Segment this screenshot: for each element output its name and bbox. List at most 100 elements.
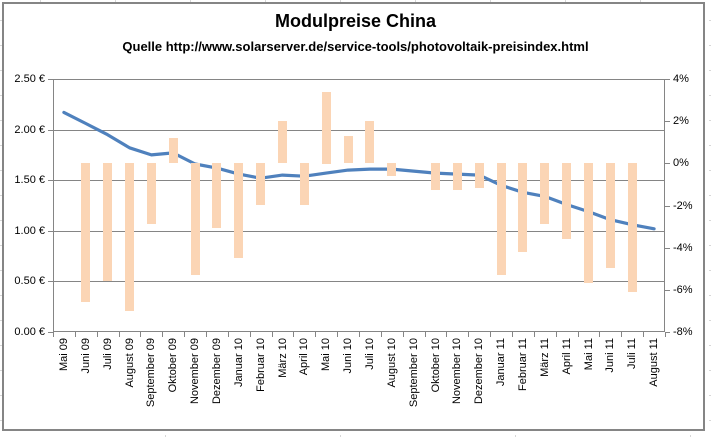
spreadsheet-gridline-stub bbox=[709, 320, 711, 321]
x-axis-tick bbox=[293, 332, 294, 337]
spreadsheet-gridline-stub bbox=[0, 270, 2, 271]
x-axis-tick bbox=[162, 332, 163, 337]
spreadsheet-gridline-stub bbox=[515, 435, 516, 437]
spreadsheet-gridline-stub bbox=[0, 220, 2, 221]
spreadsheet-gridline-stub bbox=[0, 195, 2, 196]
spreadsheet-gridline-stub bbox=[0, 120, 2, 121]
spreadsheet-gridline-stub bbox=[165, 435, 166, 437]
spreadsheet-gridline-stub bbox=[490, 0, 491, 2]
left-axis-tick bbox=[48, 130, 53, 131]
spreadsheet-gridline-stub bbox=[190, 0, 191, 2]
x-axis-tick bbox=[534, 332, 535, 337]
x-axis-label: September 09 bbox=[145, 338, 157, 408]
spreadsheet-gridline-stub bbox=[0, 20, 2, 21]
change-bar bbox=[540, 163, 549, 224]
change-bar bbox=[125, 163, 134, 311]
x-axis-label: Dezember 10 bbox=[473, 338, 485, 405]
x-axis-tick bbox=[228, 332, 229, 337]
change-bar bbox=[103, 163, 112, 281]
x-axis-tick bbox=[556, 332, 557, 337]
x-axis-tick bbox=[250, 332, 251, 337]
right-axis-tick bbox=[665, 290, 670, 291]
left-axis-tick bbox=[48, 79, 53, 80]
change-bar bbox=[278, 121, 287, 163]
x-axis-label: März 11 bbox=[539, 338, 551, 377]
x-axis-tick bbox=[119, 332, 120, 337]
x-axis-label: Januar 11 bbox=[495, 338, 507, 387]
chart-subtitle: Quelle http://www.solarserver.de/service… bbox=[122, 39, 589, 54]
change-bar bbox=[606, 163, 615, 268]
x-axis-tick bbox=[490, 332, 491, 337]
change-bar bbox=[344, 136, 353, 163]
change-bar bbox=[147, 163, 156, 224]
x-axis-label: Januar 10 bbox=[233, 338, 245, 387]
spreadsheet-gridline-stub bbox=[40, 0, 41, 2]
x-axis-tick bbox=[337, 332, 338, 337]
x-axis-tick bbox=[512, 332, 513, 337]
change-bar bbox=[212, 163, 221, 228]
spreadsheet-gridline-stub bbox=[0, 70, 2, 71]
right-axis-label: -8% bbox=[673, 326, 693, 338]
spreadsheet-gridline-stub bbox=[0, 145, 2, 146]
x-axis-tick bbox=[359, 332, 360, 337]
x-axis-tick bbox=[621, 332, 622, 337]
change-bar bbox=[81, 163, 90, 302]
left-axis-label: 0.50 € bbox=[14, 275, 45, 287]
spreadsheet-gridline-stub bbox=[709, 145, 711, 146]
spreadsheet-gridline-stub bbox=[265, 0, 266, 2]
spreadsheet-gridline-stub bbox=[565, 0, 566, 2]
spreadsheet-gridline-stub bbox=[0, 245, 2, 246]
change-bar bbox=[453, 163, 462, 190]
left-axis-tick bbox=[48, 231, 53, 232]
x-axis-tick bbox=[184, 332, 185, 337]
x-axis-label: April 10 bbox=[298, 338, 310, 376]
spreadsheet-gridline-stub bbox=[709, 45, 711, 46]
spreadsheet-gridline-stub bbox=[709, 245, 711, 246]
spreadsheet-gridline-stub bbox=[690, 435, 691, 437]
change-bar bbox=[562, 163, 571, 239]
right-axis-tick bbox=[665, 206, 670, 207]
left-axis-tick bbox=[48, 281, 53, 282]
x-axis-tick bbox=[446, 332, 447, 337]
gridline-1 bbox=[54, 130, 664, 131]
gridline-3 bbox=[54, 231, 664, 232]
x-axis-tick bbox=[468, 332, 469, 337]
change-bar bbox=[322, 92, 331, 164]
left-axis-tick bbox=[48, 180, 53, 181]
chart-title: Modulpreise China bbox=[274, 11, 436, 31]
x-axis-label: August 11 bbox=[648, 338, 660, 387]
x-axis-label: Mai 10 bbox=[320, 338, 332, 372]
x-axis-tick bbox=[381, 332, 382, 337]
x-axis-label: Juni 11 bbox=[604, 338, 616, 373]
right-axis-label: 4% bbox=[673, 73, 689, 85]
change-bar bbox=[431, 163, 440, 190]
spreadsheet-gridline-stub bbox=[709, 270, 711, 271]
x-axis-tick bbox=[665, 332, 666, 337]
right-axis-tick bbox=[665, 121, 670, 122]
right-axis-tick bbox=[665, 79, 670, 80]
spreadsheet-gridline-stub bbox=[709, 20, 711, 21]
x-axis-tick bbox=[140, 332, 141, 337]
x-axis-label: Juni 10 bbox=[342, 338, 354, 374]
x-axis-tick bbox=[578, 332, 579, 337]
spreadsheet-gridline-stub bbox=[0, 420, 2, 421]
spreadsheet-gridline-stub bbox=[709, 295, 711, 296]
chart-border bbox=[2, 2, 705, 431]
gridline-4 bbox=[54, 281, 664, 282]
spreadsheet-gridline-stub bbox=[709, 395, 711, 396]
x-axis-tick bbox=[643, 332, 644, 337]
x-axis-tick bbox=[97, 332, 98, 337]
x-axis-tick bbox=[206, 332, 207, 337]
right-axis-label: -4% bbox=[673, 242, 693, 254]
spreadsheet-gridline-stub bbox=[0, 320, 2, 321]
x-axis-label: Dezember 09 bbox=[211, 338, 223, 405]
price-line-layer bbox=[62, 110, 656, 231]
change-bar bbox=[387, 163, 396, 176]
change-bar bbox=[365, 121, 374, 163]
x-axis-label: Februar 11 bbox=[517, 338, 529, 391]
right-axis-label: -2% bbox=[673, 200, 693, 212]
spreadsheet-gridline-stub bbox=[340, 435, 341, 437]
spreadsheet-gridline-stub bbox=[415, 0, 416, 2]
x-axis-tick bbox=[272, 332, 273, 337]
